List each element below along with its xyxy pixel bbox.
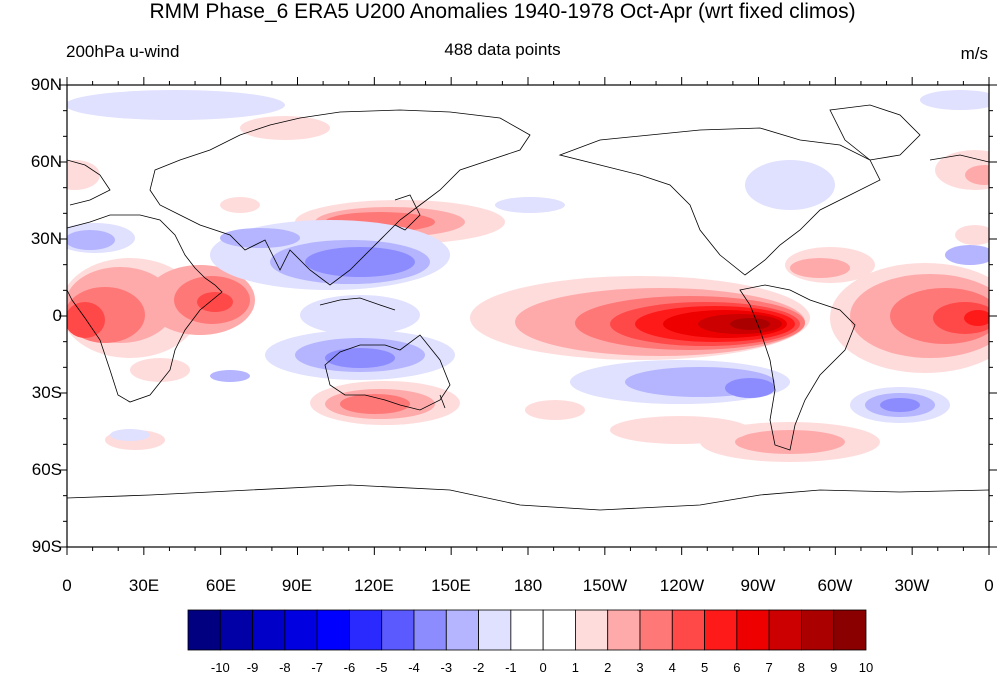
colorbar-box [607,609,641,651]
colorbar-label: 8 [797,660,806,675]
south-america-south-anomaly [610,416,880,462]
anomaly-field [67,85,989,547]
axis-ticks [59,77,997,555]
variable-label: 200hPa u-wind [66,42,180,61]
colorbar-label: -2 [472,660,485,675]
lat-label-30s: 30S [31,383,62,402]
colorbar-box [219,609,253,651]
colorbar-box [575,609,609,651]
lon-label-60e: 60E [205,576,237,595]
colorbar-box [704,609,738,651]
colorbar-label: 4 [668,660,676,675]
colorbar-label: 1 [571,660,580,675]
lon-label-120w: 120W [659,576,705,595]
lat-label-60n: 60N [30,152,62,171]
south-pacific-negative [570,360,950,423]
lat-label-30n: 30N [30,229,62,248]
colorbar-label: 9 [830,660,838,675]
lon-label-120e: 120E [354,576,394,595]
colorbar-label: -1 [505,660,517,675]
colorbar-label: -6 [343,660,356,675]
colorbar-label: 0 [539,660,547,675]
colorbar-label: 6 [733,660,741,675]
lat-label-90n: 90N [30,75,62,94]
colorbar-label: 10 [858,660,874,675]
east-pacific-jet-anomaly [470,276,810,360]
lon-label-0: 0 [62,576,72,595]
atlantic-anomaly [785,247,989,373]
colorbar-box [284,609,318,651]
lon-label-30w: 30W [894,576,930,595]
colorbar-box [381,609,415,651]
colorbar-box [671,609,705,651]
lon-label-60w: 60W [817,576,853,595]
colorbar-label: 2 [604,660,612,675]
colorbar-box [445,609,479,651]
colorbar-label: -8 [279,660,291,675]
colorbar-box [801,609,835,651]
colorbar-box [833,609,867,651]
colorbar-box [510,609,544,651]
lat-label-90s: 90S [31,537,62,556]
colorbar-box [736,609,770,651]
asia-subtropical-negative [67,220,450,290]
colorbar-label: -5 [375,660,388,675]
colorbar-box [639,609,673,651]
lon-label-150w: 150W [582,576,628,595]
data-count-label: 488 data points [444,40,561,59]
colorbar-label: 7 [765,660,773,675]
lon-label-0-end: 0 [984,576,994,595]
colorbar-label: -7 [311,660,323,675]
south-indian-negative [210,295,455,382]
lon-label-90w: 90W [740,576,776,595]
colorbar-box [478,609,512,651]
australia-south-anomaly [310,381,585,425]
colorbar-label: -3 [440,660,453,675]
africa-indian-ocean-anomaly [67,258,255,382]
colorbar-box [413,609,447,651]
northern-negative [67,90,989,441]
colorbar-box [187,609,221,651]
colorbar-label: -9 [246,660,259,675]
lon-label-150e: 150E [431,576,471,595]
lon-label-30e: 30E [128,576,160,595]
colorbar-label: -4 [408,660,420,675]
colorbar-label: -10 [210,660,230,675]
colorbar-box [252,609,286,651]
colorbar-label: 3 [636,660,644,675]
coastlines [67,104,989,511]
lat-label-60s: 60S [31,460,62,479]
colorbar-box [542,609,576,651]
units-label: m/s [960,44,988,63]
colorbar-box [316,609,350,651]
colorbar-label: 5 [700,660,709,675]
lon-label-90e: 90E [281,576,313,595]
plot-title: RMM Phase_6 ERA5 U200 Anomalies 1940-197… [149,0,856,23]
lon-label-180: 180 [513,576,543,595]
lat-label-eq: 0 [52,306,62,325]
colorbar [187,609,867,651]
colorbar-box [349,609,383,651]
colorbar-box [768,609,802,651]
